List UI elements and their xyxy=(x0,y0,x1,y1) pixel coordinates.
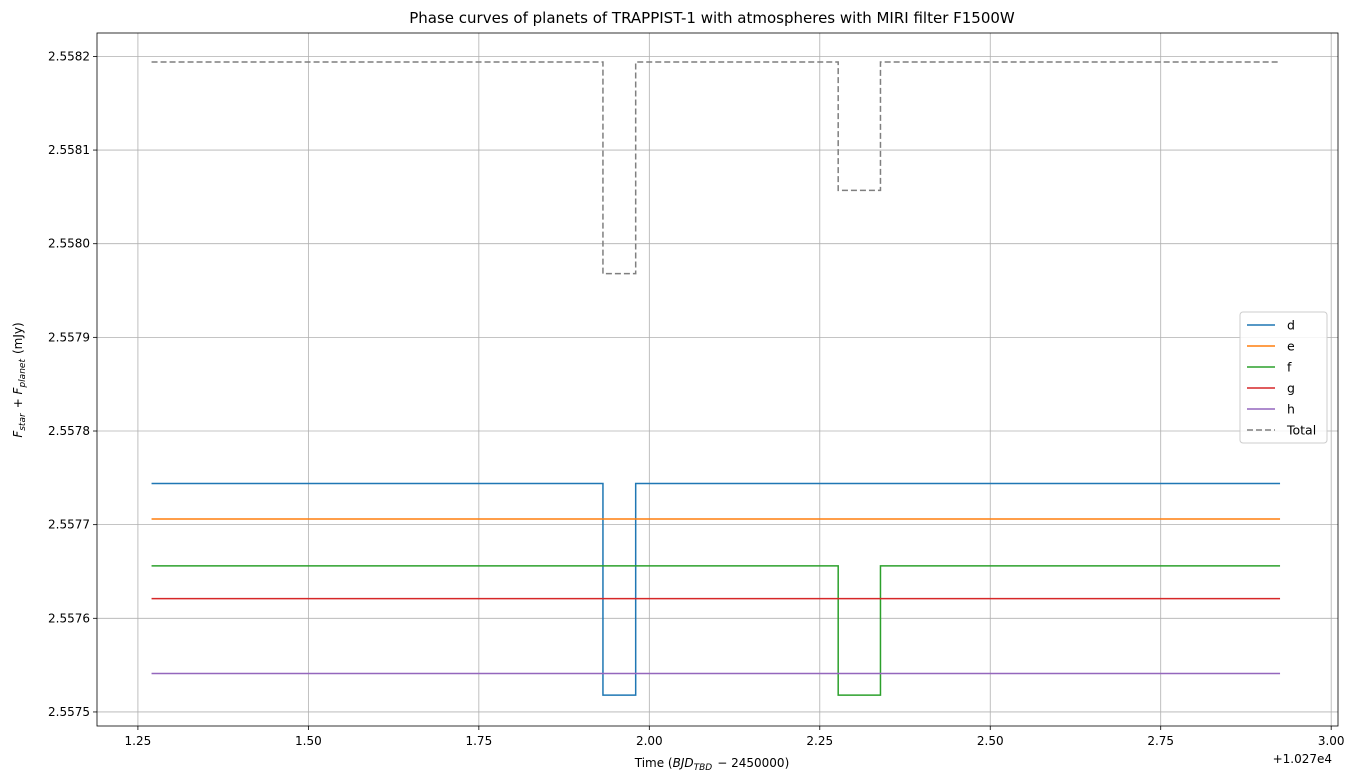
x-tick-label: 1.25 xyxy=(125,734,152,748)
plot-area-frame xyxy=(96,32,1339,727)
y-tick-label: 2.5579 xyxy=(48,330,90,344)
legend-label-f: f xyxy=(1287,360,1292,375)
legend-label-d: d xyxy=(1287,318,1295,333)
y-tick-label: 2.5582 xyxy=(48,49,90,63)
y-tick-label: 2.5577 xyxy=(48,518,90,532)
x-tick-label: 1.50 xyxy=(295,734,322,748)
y-tick-label: 2.5576 xyxy=(48,611,90,625)
series-line-total xyxy=(151,61,1281,275)
x-tick-label: 2.50 xyxy=(977,734,1004,748)
legend-label-g: g xyxy=(1287,381,1295,396)
y-axis-label: Fstar + Fplanet (mJy) xyxy=(11,322,28,437)
y-tick-label: 2.5575 xyxy=(48,705,90,719)
series-lines xyxy=(151,61,1281,696)
legend-label-total: Total xyxy=(1286,423,1316,438)
y-tick-label: 2.5580 xyxy=(48,237,90,251)
legend-label-e: e xyxy=(1287,339,1295,354)
x-axis-label: Time (BJDTBD − 2450000) xyxy=(634,756,790,773)
axis-ticks: 1.25 1.50 1.75 2.00 2.25 2.50 2.75 3.00 2.5575 2.… xyxy=(48,49,1345,748)
series-line-f xyxy=(151,565,1281,696)
x-tick-label: 2.25 xyxy=(806,734,833,748)
y-tick-label: 2.5578 xyxy=(48,424,90,438)
series-line-d xyxy=(151,482,1281,696)
x-tick-label: 3.00 xyxy=(1318,734,1345,748)
chart-title: Phase curves of planets of TRAPPIST-1 wi… xyxy=(409,9,1015,27)
y-tick-label: 2.5581 xyxy=(48,143,90,157)
x-tick-label: 2.00 xyxy=(636,734,663,748)
legend-label-h: h xyxy=(1287,402,1295,417)
x-tick-label: 1.75 xyxy=(465,734,492,748)
legend-box xyxy=(1239,311,1328,444)
x-tick-label: 2.75 xyxy=(1147,734,1174,748)
x-axis-offset-label: +1.027e4 xyxy=(1273,752,1332,766)
grid-lines xyxy=(97,33,1338,726)
